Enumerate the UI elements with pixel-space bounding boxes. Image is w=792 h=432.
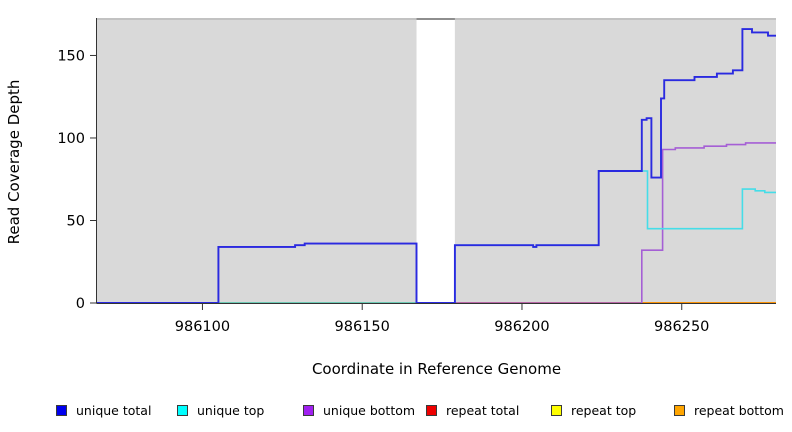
legend-swatch-icon [551, 404, 562, 416]
legend-swatch-icon [674, 404, 685, 416]
legend-label: repeat top [571, 402, 637, 418]
y-tick-label: 0 [76, 296, 85, 312]
x-tick-label: 986100 [175, 319, 230, 335]
y-tick-label: 50 [67, 213, 85, 229]
y-tick-label: 100 [57, 131, 85, 147]
legend-swatch-icon [303, 404, 314, 416]
legend-item-unique-total: unique total [56, 401, 151, 419]
x-tick-label: 986250 [654, 319, 709, 335]
legend-label: unique top [197, 402, 265, 418]
x-tick-label: 986200 [494, 319, 549, 335]
x-tick-label: 986150 [335, 319, 390, 335]
legend: unique total unique top unique bottom repea… [0, 401, 792, 423]
y-tick-label: 150 [57, 48, 85, 64]
legend-label: unique total [76, 402, 152, 418]
legend-label: repeat bottom [694, 402, 784, 418]
coverage-gap-band [416, 20, 455, 303]
legend-label: unique bottom [323, 402, 416, 418]
x-axis-title: Coordinate in Reference Genome [311, 360, 562, 378]
legend-item-repeat-total: repeat total [426, 401, 519, 419]
legend-swatch-icon [56, 404, 67, 416]
legend-swatch-icon [177, 404, 188, 416]
legend-item-repeat-bottom: repeat bottom [674, 401, 784, 419]
legend-item-repeat-top: repeat top [551, 401, 636, 419]
series-line-unique-total [97, 28, 776, 304]
legend-label: repeat total [446, 402, 520, 418]
legend-swatch-icon [426, 404, 437, 416]
legend-item-unique-top: unique top [177, 401, 264, 419]
legend-item-unique-bottom: unique bottom [303, 401, 415, 419]
y-axis-title: Read Coverage Depth [5, 79, 23, 245]
